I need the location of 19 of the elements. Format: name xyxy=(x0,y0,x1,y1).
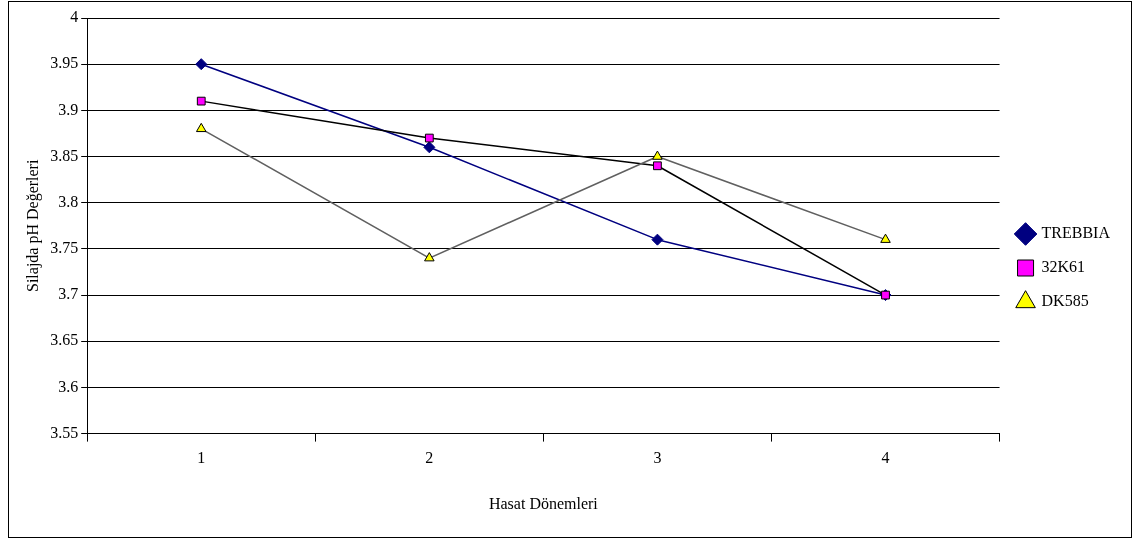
x-tick-label: 1 xyxy=(197,449,206,467)
y-tick-label: 3.6 xyxy=(58,377,79,395)
x-tick-label: 4 xyxy=(881,449,890,467)
y-tick-label: 3.85 xyxy=(50,146,79,164)
y-tick-label: 3.9 xyxy=(58,100,79,118)
legend-label: TREBBIA xyxy=(1041,224,1111,242)
y-tick-label: 3.55 xyxy=(50,423,79,441)
y-tick-label: 3.7 xyxy=(58,285,79,303)
legend-label: DK585 xyxy=(1041,292,1089,310)
y-tick-label: 3.95 xyxy=(50,54,79,72)
y-tick-label: 3.65 xyxy=(50,331,79,349)
x-tick-label: 2 xyxy=(425,449,434,467)
y-axis-title: Silajda pH Değerleri xyxy=(23,159,42,292)
x-axis-title: Hasat Dönemleri xyxy=(488,494,599,512)
x-tick-label: 3 xyxy=(653,449,662,467)
y-tick-label: 4 xyxy=(70,8,79,26)
y-tick-label: 3.8 xyxy=(58,192,79,210)
y-tick-label: 3.75 xyxy=(50,239,79,257)
legend-label: 32K61 xyxy=(1041,258,1086,276)
